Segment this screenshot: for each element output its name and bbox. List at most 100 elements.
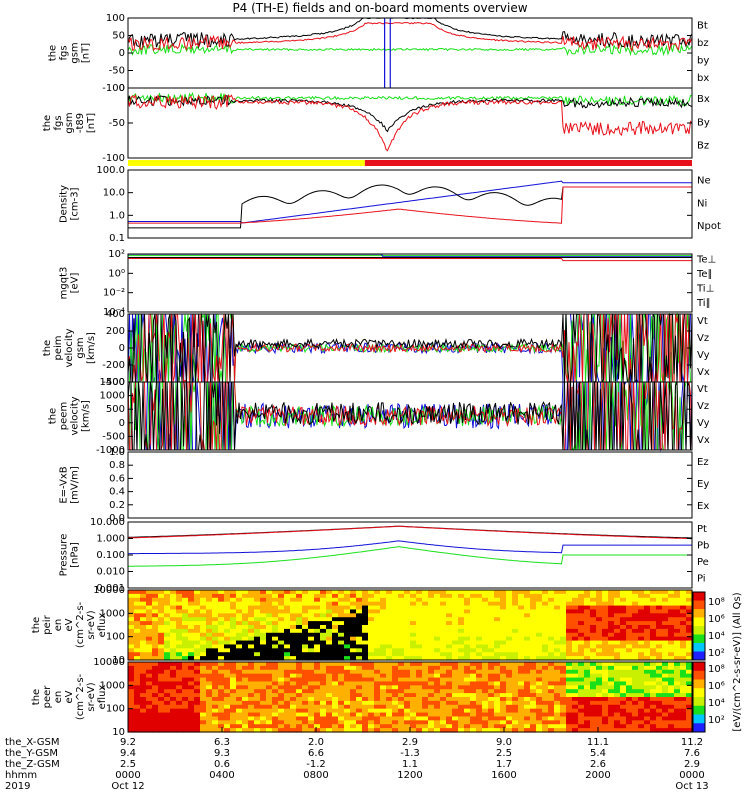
legend-Ez: Ez <box>697 457 709 468</box>
spectrogram-cell <box>518 673 525 679</box>
spectrogram-cell <box>596 720 603 725</box>
spectrogram-cell <box>656 617 663 622</box>
spectrogram-cell <box>548 590 555 595</box>
spectrogram-cell <box>410 597 417 603</box>
spectrogram-cell <box>530 677 537 683</box>
spectrogram-cell <box>566 728 573 733</box>
spectrogram-cell <box>680 640 687 646</box>
y-tick-label: 100 <box>106 632 125 643</box>
spectrogram-cell <box>440 621 447 626</box>
spectrogram-cell <box>674 689 681 694</box>
spectrogram-cell <box>350 724 357 729</box>
spectrogram-cell <box>230 601 237 607</box>
spectrogram-cell <box>230 685 237 690</box>
spectrogram-cell <box>362 662 369 667</box>
spectrogram-cell <box>296 652 303 657</box>
spectrogram-cell <box>434 681 441 686</box>
spectrogram-cell <box>650 632 657 638</box>
spectrogram-cell <box>440 609 447 614</box>
spectrogram-cell <box>236 669 243 675</box>
spectrogram-cell <box>566 677 573 683</box>
spectrogram-cell <box>212 724 219 729</box>
spectrogram-cell <box>440 697 447 702</box>
spectrogram-cell <box>632 625 639 630</box>
spectrogram-cell <box>362 665 369 671</box>
spectrogram-cell <box>296 656 303 661</box>
spectrogram-cell <box>470 665 477 671</box>
spectrogram-cell <box>422 693 429 698</box>
spectrogram-cell <box>290 716 297 721</box>
spectrogram-cell <box>158 648 165 653</box>
spectrogram-cell <box>308 728 315 733</box>
spectrogram-cell <box>650 724 657 729</box>
spectrogram-cell <box>578 708 585 714</box>
spectrogram-cell <box>302 621 309 626</box>
spectrogram-cell <box>266 605 273 611</box>
spectrogram-cell <box>686 669 693 675</box>
spectrogram-cell <box>290 597 297 603</box>
spectrogram-cell <box>392 656 399 661</box>
spectrogram-cell <box>146 632 153 638</box>
spectrogram-cell <box>134 644 141 649</box>
spectrogram-cell <box>680 632 687 638</box>
spectrogram-cell <box>662 712 669 718</box>
spectrogram-cell <box>284 590 291 595</box>
spectrogram-cell <box>302 656 309 661</box>
spectrogram-cell <box>152 590 159 595</box>
spectrogram-cell <box>458 597 465 603</box>
spectrogram-cell <box>272 673 279 679</box>
spectrogram-cell <box>650 712 657 718</box>
spectrogram-cell <box>470 617 477 622</box>
colorbar-band <box>693 723 705 733</box>
spectrogram-cell <box>266 704 273 710</box>
panel-frame <box>127 253 693 313</box>
spectrogram-cell <box>380 677 387 683</box>
spectrogram-cell <box>368 621 375 626</box>
spectrogram-cell <box>200 621 207 626</box>
spectrogram-cell <box>566 724 573 729</box>
spectrogram-cell <box>356 693 363 698</box>
spectrogram-cell <box>344 636 351 642</box>
spectrogram-cell <box>332 720 339 725</box>
spectrogram-cell <box>596 609 603 614</box>
spectrogram-cell <box>242 640 249 646</box>
spectrogram-cell <box>332 605 339 611</box>
spectrogram-cell <box>236 648 243 653</box>
x-tick-label: 0000 <box>679 770 704 781</box>
spectrogram-cell <box>398 712 405 718</box>
spectrogram-cell <box>206 648 213 653</box>
spectrogram-cell <box>530 689 537 694</box>
spectrogram-cell <box>206 605 213 611</box>
spectrogram-cell <box>530 656 537 661</box>
spectrogram-cell <box>260 593 267 599</box>
spectrogram-cell <box>686 724 693 729</box>
x-row-name: the_Z-GSM <box>5 759 60 770</box>
spectrogram-cell <box>434 685 441 690</box>
spectrogram-cell <box>596 601 603 607</box>
spectrogram-cell <box>158 640 165 646</box>
spectrogram-cell <box>284 628 291 634</box>
spectrogram-cell <box>452 662 459 667</box>
spectrogram-cell <box>620 716 627 721</box>
spectrogram-cell <box>296 720 303 725</box>
spectrogram-cell <box>530 700 537 706</box>
spectrogram-cell <box>260 644 267 649</box>
spectrogram-cell <box>584 628 591 634</box>
spectrogram-cell <box>422 712 429 718</box>
spectrogram-cell <box>218 685 225 690</box>
spectrogram-cell <box>668 609 675 614</box>
spectrogram-cell <box>554 693 561 698</box>
legend-Pt: Pt <box>697 524 707 535</box>
spectrogram-cell <box>638 644 645 649</box>
spectrogram-cell <box>662 665 669 671</box>
spectrogram-cell <box>356 636 363 642</box>
spectrogram-cell <box>596 662 603 667</box>
spectrogram-cell <box>542 677 549 683</box>
spectrogram-cell <box>440 685 447 690</box>
spectrogram-cell <box>260 700 267 706</box>
spectrogram-cell <box>446 673 453 679</box>
spectrogram-cell <box>188 669 195 675</box>
spectrogram-cell <box>560 590 567 595</box>
spectrogram-cell <box>476 689 483 694</box>
spectrogram-cell <box>650 625 657 630</box>
